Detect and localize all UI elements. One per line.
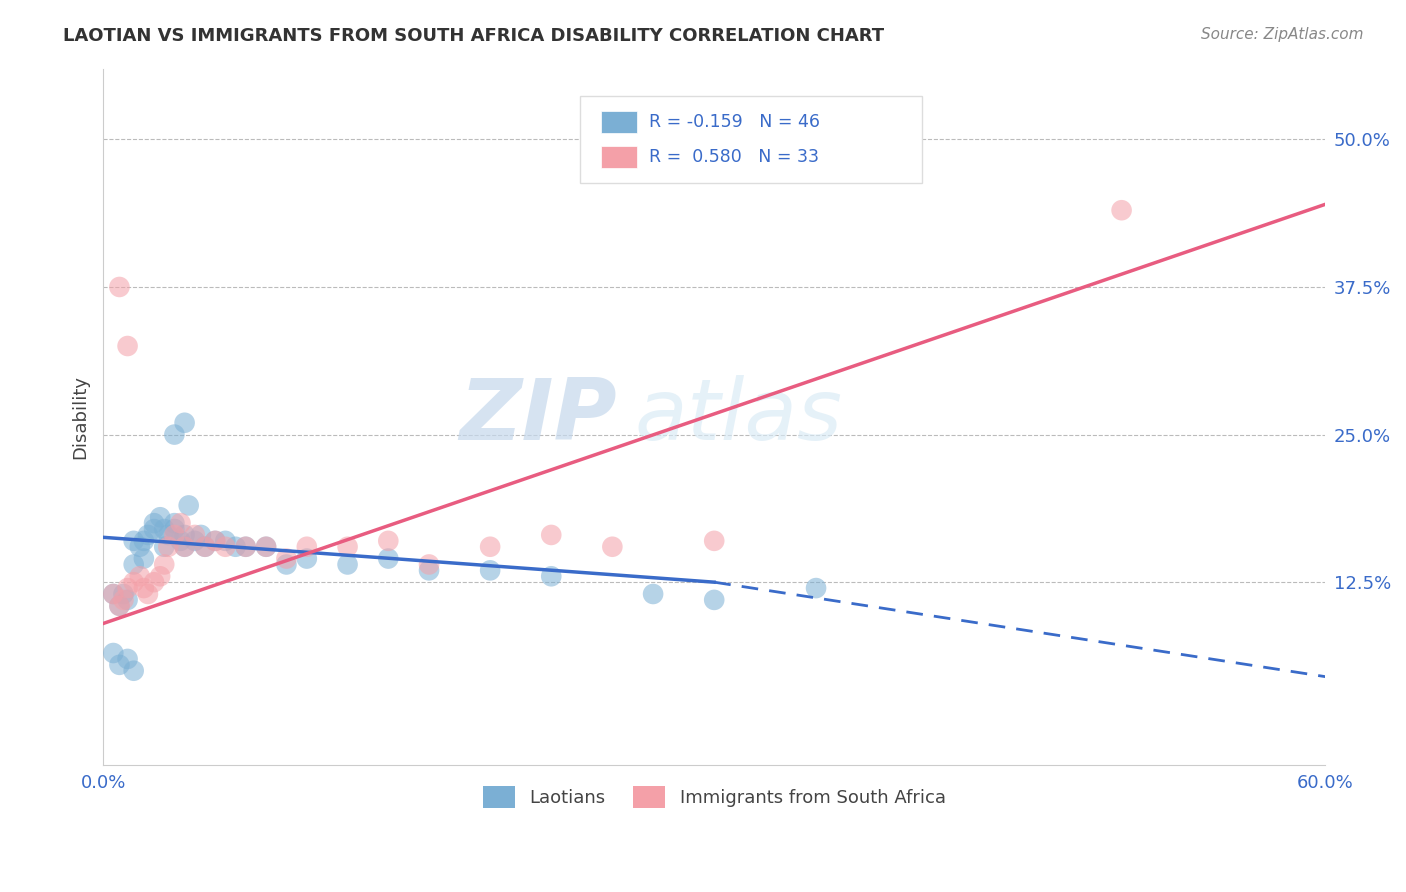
Point: [122, 533, 145, 548]
Point: [190, 528, 212, 542]
Point: [276, 551, 298, 566]
Point: [143, 522, 166, 536]
Y-axis label: Disability: Disability: [72, 375, 89, 458]
Point: [108, 599, 131, 613]
Point: [163, 528, 186, 542]
Point: [128, 540, 150, 554]
Point: [112, 593, 135, 607]
Point: [254, 540, 277, 554]
Point: [418, 563, 440, 577]
Point: [184, 528, 207, 542]
Point: [143, 516, 166, 530]
Point: [643, 587, 665, 601]
Point: [214, 540, 236, 554]
Point: [122, 558, 145, 572]
Point: [295, 551, 318, 566]
Text: ZIP: ZIP: [458, 376, 616, 458]
Point: [173, 540, 195, 554]
Point: [149, 510, 172, 524]
Point: [194, 540, 217, 554]
Point: [169, 516, 191, 530]
Point: [703, 593, 725, 607]
Point: [163, 516, 186, 530]
Bar: [600, 111, 637, 133]
Point: [276, 558, 298, 572]
Point: [540, 528, 562, 542]
Point: [132, 551, 155, 566]
Point: [163, 427, 186, 442]
Point: [149, 569, 172, 583]
Point: [157, 528, 180, 542]
Point: [540, 569, 562, 583]
Point: [117, 593, 139, 607]
Point: [128, 569, 150, 583]
Point: [122, 575, 145, 590]
Point: [108, 599, 131, 613]
Point: [295, 540, 318, 554]
Point: [136, 587, 159, 601]
Point: [235, 540, 257, 554]
Point: [225, 540, 247, 554]
Text: R = -0.159   N = 46: R = -0.159 N = 46: [650, 113, 821, 131]
Point: [143, 575, 166, 590]
Point: [132, 533, 155, 548]
Point: [173, 540, 195, 554]
Point: [177, 499, 200, 513]
Point: [153, 558, 176, 572]
Text: R =  0.580   N = 33: R = 0.580 N = 33: [650, 148, 820, 166]
Point: [163, 522, 186, 536]
Point: [132, 581, 155, 595]
Point: [479, 563, 502, 577]
Point: [377, 551, 399, 566]
Point: [117, 339, 139, 353]
Point: [103, 587, 125, 601]
Point: [157, 540, 180, 554]
Point: [204, 533, 226, 548]
FancyBboxPatch shape: [579, 96, 922, 184]
Point: [204, 533, 226, 548]
Point: [122, 664, 145, 678]
Point: [377, 533, 399, 548]
Point: [479, 540, 502, 554]
Point: [108, 657, 131, 672]
Point: [136, 528, 159, 542]
Point: [235, 540, 257, 554]
Legend: Laotians, Immigrants from South Africa: Laotians, Immigrants from South Africa: [475, 779, 953, 815]
Point: [418, 558, 440, 572]
Point: [336, 540, 359, 554]
Point: [103, 587, 125, 601]
Point: [173, 416, 195, 430]
Point: [153, 522, 176, 536]
Point: [117, 581, 139, 595]
Point: [169, 533, 191, 548]
Point: [194, 540, 217, 554]
Point: [173, 528, 195, 542]
Point: [108, 280, 131, 294]
Point: [112, 587, 135, 601]
Point: [153, 540, 176, 554]
Point: [602, 540, 624, 554]
Point: [336, 558, 359, 572]
Point: [103, 646, 125, 660]
Text: LAOTIAN VS IMMIGRANTS FROM SOUTH AFRICA DISABILITY CORRELATION CHART: LAOTIAN VS IMMIGRANTS FROM SOUTH AFRICA …: [63, 27, 884, 45]
Text: atlas: atlas: [634, 376, 842, 458]
Bar: [600, 146, 637, 169]
Point: [1111, 203, 1133, 218]
Point: [804, 581, 827, 595]
Point: [117, 652, 139, 666]
Point: [703, 533, 725, 548]
Point: [254, 540, 277, 554]
Point: [184, 533, 207, 548]
Point: [214, 533, 236, 548]
Text: Source: ZipAtlas.com: Source: ZipAtlas.com: [1201, 27, 1364, 42]
